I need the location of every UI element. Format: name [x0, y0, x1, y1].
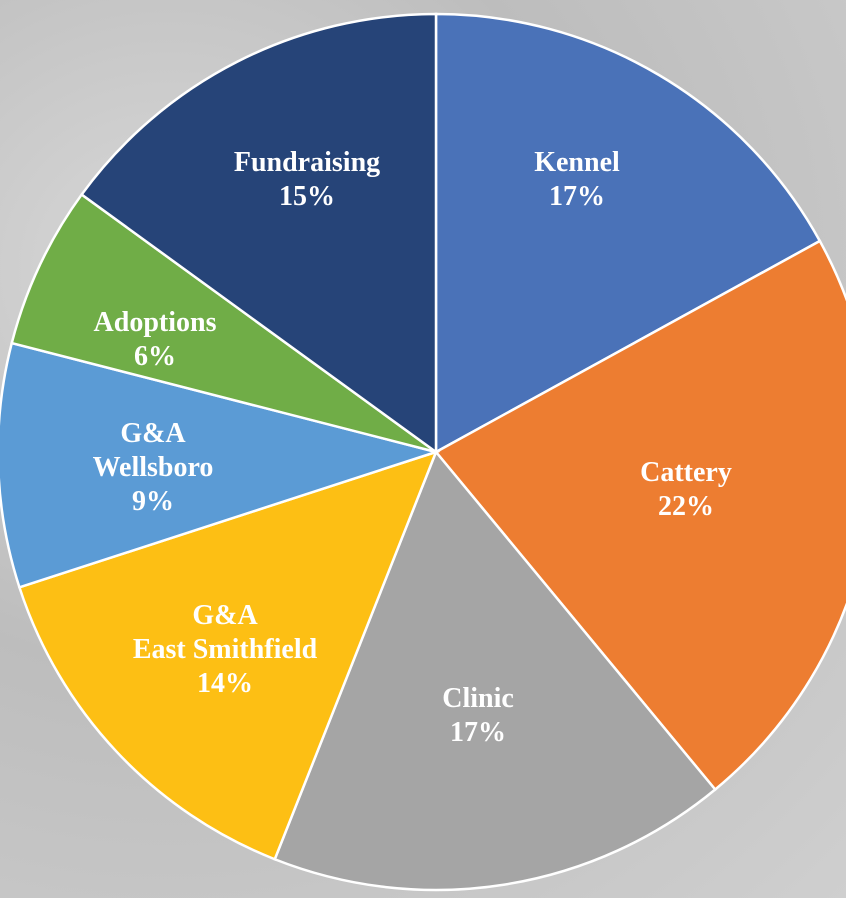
value-label: 22%	[640, 490, 732, 524]
category-label: Fundraising	[234, 146, 380, 180]
category-label: Kennel	[534, 146, 620, 180]
value-label: 9%	[93, 485, 214, 519]
category-label: G&A Wellsboro	[93, 417, 214, 485]
value-label: 6%	[94, 340, 217, 374]
category-label: Clinic	[442, 682, 514, 716]
category-label: Cattery	[640, 456, 732, 490]
value-label: 15%	[234, 180, 380, 214]
category-label: Adoptions	[94, 306, 217, 340]
category-label: G&A East Smithfield	[133, 599, 317, 667]
value-label: 14%	[133, 667, 317, 701]
page: (() => { const data = JSON.parse(documen…	[0, 0, 846, 898]
value-label: 17%	[442, 716, 514, 750]
value-label: 17%	[534, 180, 620, 214]
